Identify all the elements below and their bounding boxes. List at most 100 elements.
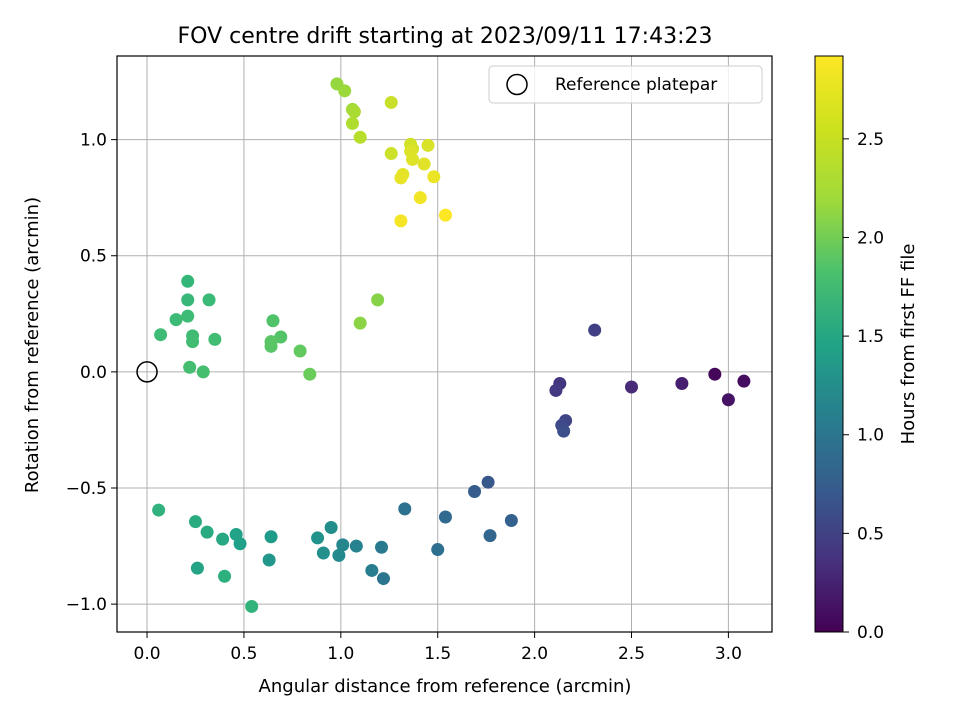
y-tick-label: 1.0 (80, 131, 107, 151)
data-point (398, 502, 412, 516)
data-point (347, 105, 361, 119)
data-point (721, 393, 735, 407)
colorbar-tick-label: 1.5 (857, 327, 884, 347)
data-point (336, 538, 350, 552)
colorbar-tick-label: 2.0 (857, 228, 884, 248)
data-point (181, 274, 195, 288)
data-point (264, 335, 278, 349)
data-point (324, 520, 338, 534)
grid (117, 56, 772, 632)
data-point (190, 561, 204, 575)
plot-frame (116, 55, 773, 633)
data-point (708, 367, 722, 381)
data-point (349, 539, 363, 553)
data-point (675, 376, 689, 390)
data-point (303, 367, 317, 381)
data-point (262, 553, 276, 567)
colorbar-label: Hours from first FF file (898, 244, 919, 445)
data-point (438, 208, 452, 222)
data-point (183, 360, 197, 374)
colorbar-tick-label: 0.5 (857, 524, 884, 544)
colorbar-tick-label: 0.0 (857, 623, 884, 643)
y-tick-label: 0.5 (80, 247, 107, 267)
colorbar-tick-label: 2.5 (857, 130, 884, 150)
data-point (468, 484, 482, 498)
x-tick-label: 0.5 (230, 644, 257, 664)
data-point (200, 525, 214, 539)
legend-box (488, 65, 763, 104)
data-point (375, 540, 389, 554)
x-tick-label: 2.5 (618, 644, 645, 664)
data-point (274, 330, 288, 344)
data-point (438, 510, 452, 524)
data-point (345, 116, 359, 130)
data-point (353, 316, 367, 330)
y-tick-label: 0.0 (80, 363, 107, 383)
x-axis-label: Angular distance from reference (arcmin) (259, 676, 632, 697)
data-point (483, 529, 497, 543)
data-point (504, 514, 518, 528)
data-point (338, 84, 352, 98)
x-axis-ticks: 0.0 0.5 1.0 1.5 2.0 2.5 3.0 (134, 632, 742, 664)
y-axis-ticks: −1.0 −0.5 0.0 0.5 1.0 (66, 131, 117, 615)
x-tick-label: 3.0 (715, 644, 742, 664)
data-point (376, 572, 390, 586)
data-point (588, 323, 602, 337)
x-tick-label: 2.0 (521, 644, 548, 664)
data-point (218, 569, 232, 583)
data-point (431, 543, 445, 557)
data-point (427, 170, 441, 184)
data-point (188, 515, 202, 529)
x-tick-label: 1.5 (424, 644, 451, 664)
data-point (481, 475, 495, 489)
y-axis-label: Rotation from reference (arcmin) (22, 197, 43, 493)
reference-platepar-marker (136, 361, 158, 383)
data-point (202, 293, 216, 307)
legend: Reference platepar (488, 65, 763, 104)
data-points (136, 77, 751, 613)
data-point (332, 548, 346, 562)
data-point (394, 171, 408, 185)
colorbar (814, 55, 844, 633)
data-point (154, 328, 168, 342)
legend-marker-reference (506, 73, 528, 96)
data-point (181, 293, 195, 307)
data-point (311, 531, 325, 545)
data-point (421, 138, 435, 152)
data-point (186, 335, 200, 349)
x-tick-label: 0.0 (134, 644, 161, 664)
data-point (169, 313, 183, 327)
data-point (264, 530, 278, 544)
data-point (413, 191, 427, 205)
data-point (365, 563, 379, 577)
data-point (384, 95, 398, 109)
data-point (417, 157, 431, 171)
data-point (229, 527, 243, 541)
data-point (208, 332, 222, 346)
data-point (625, 380, 639, 394)
chart-title: FOV centre drift starting at 2023/09/11 … (178, 24, 713, 49)
data-point (266, 314, 280, 328)
data-point (316, 546, 330, 560)
legend-label-reference: Reference platepar (555, 75, 717, 95)
x-tick-label: 1.0 (327, 644, 354, 664)
data-point (737, 374, 751, 388)
data-point (384, 147, 398, 161)
data-point (394, 214, 408, 228)
data-point (371, 293, 385, 307)
data-point (196, 365, 210, 379)
y-tick-label: −0.5 (66, 479, 107, 499)
colorbar-ticks: 0.0 0.5 1.0 1.5 2.0 2.5 (843, 130, 884, 643)
data-point (549, 383, 563, 397)
data-point (557, 424, 571, 438)
y-tick-label: −1.0 (66, 595, 107, 615)
data-point (293, 344, 307, 358)
data-point (181, 309, 195, 323)
data-point (353, 130, 367, 144)
data-point (216, 532, 230, 546)
colorbar-tick-label: 1.0 (857, 426, 884, 446)
data-point (152, 503, 166, 517)
data-point (245, 599, 259, 613)
